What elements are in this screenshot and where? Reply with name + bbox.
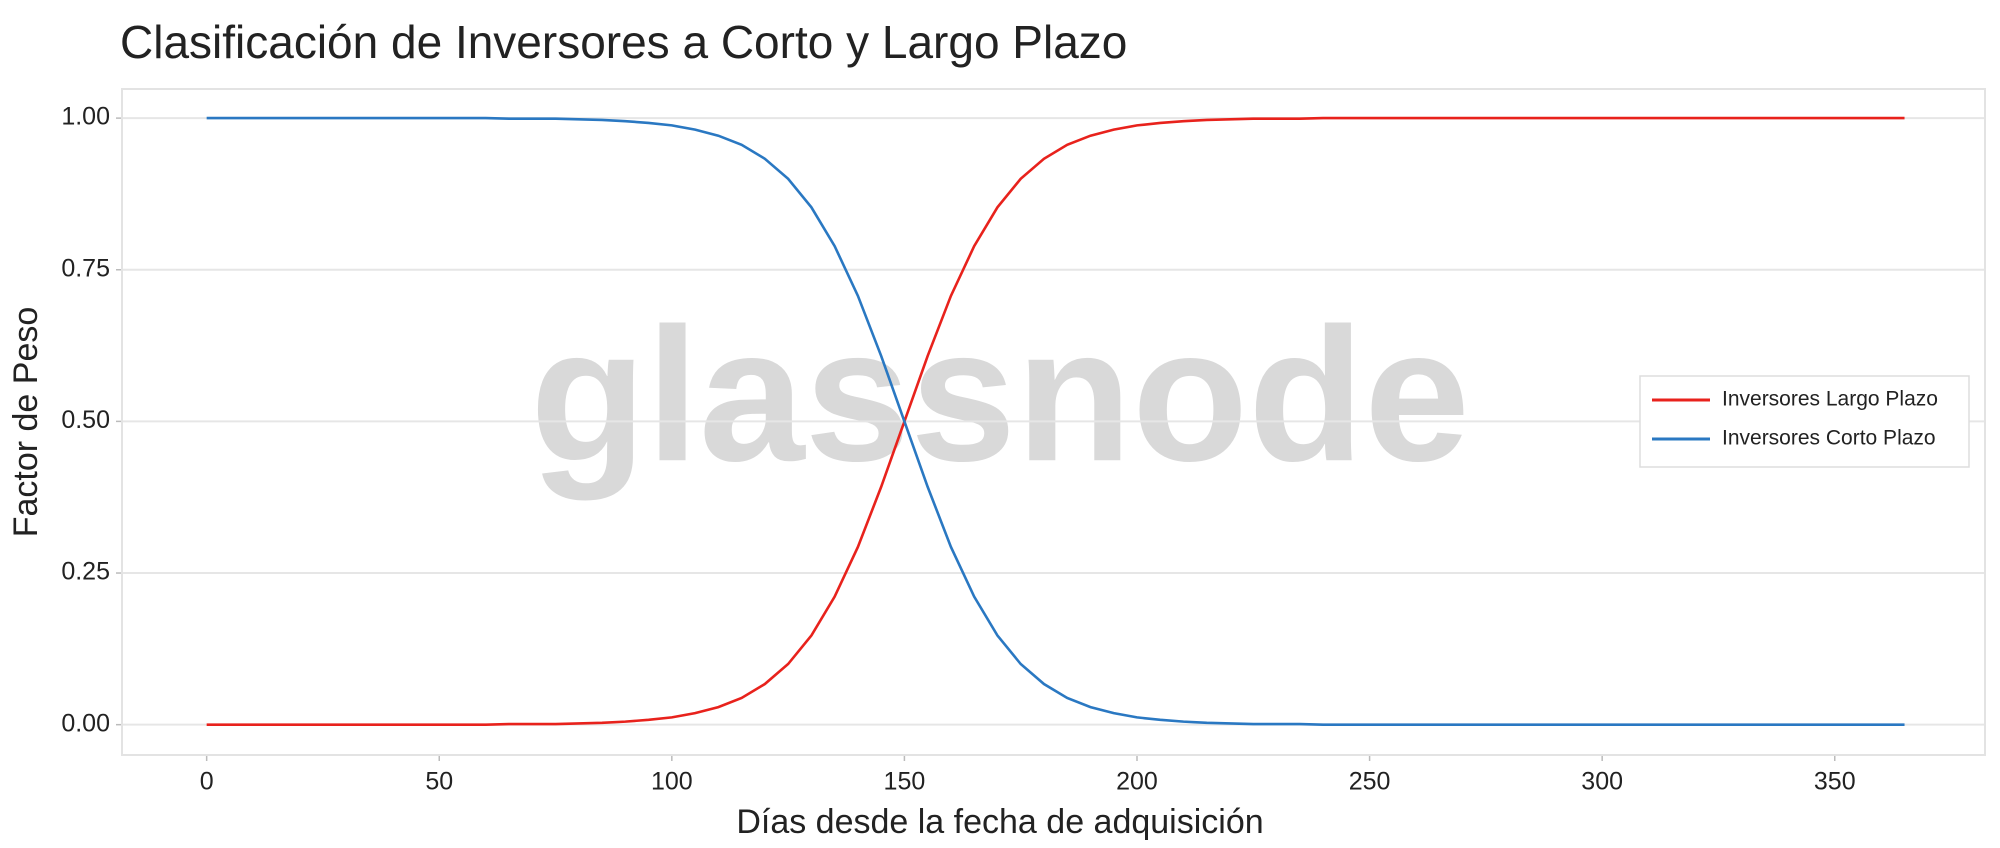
x-tick-label: 50 bbox=[425, 768, 453, 796]
legend-label: Inversores Largo Plazo bbox=[1722, 388, 1938, 411]
x-axis-label: Días desde la fecha de adquisición bbox=[736, 803, 1263, 841]
plot-frame bbox=[121, 88, 1986, 756]
x-tick-label: 200 bbox=[1116, 768, 1158, 796]
watermark: glassnode bbox=[530, 289, 1470, 501]
x-tick-label: 0 bbox=[200, 768, 214, 796]
x-tick-label: 150 bbox=[884, 768, 926, 796]
chart-title: Clasificación de Inversores a Corto y La… bbox=[120, 16, 1127, 68]
line-series bbox=[206, 116, 1905, 726]
legend: Inversores Largo Plazo Inversores Corto P… bbox=[1639, 375, 1970, 468]
legend-box bbox=[1639, 375, 1970, 468]
x-tick-label: 350 bbox=[1814, 768, 1856, 796]
legend-label: Inversores Corto Plazo bbox=[1722, 427, 1936, 450]
line-series bbox=[206, 116, 1905, 726]
y-tick-label: 0.25 bbox=[61, 558, 110, 586]
y-tick-label: 1.00 bbox=[61, 103, 110, 131]
x-tick-label: 300 bbox=[1581, 768, 1623, 796]
y-tick-label: 0.75 bbox=[61, 254, 110, 282]
y-tick-label: 0.50 bbox=[61, 406, 110, 434]
x-tick-label: 250 bbox=[1349, 768, 1391, 796]
y-tick-label: 0.00 bbox=[61, 709, 110, 737]
y-axis-label: Factor de Peso bbox=[7, 307, 45, 538]
x-tick-label: 100 bbox=[651, 768, 693, 796]
